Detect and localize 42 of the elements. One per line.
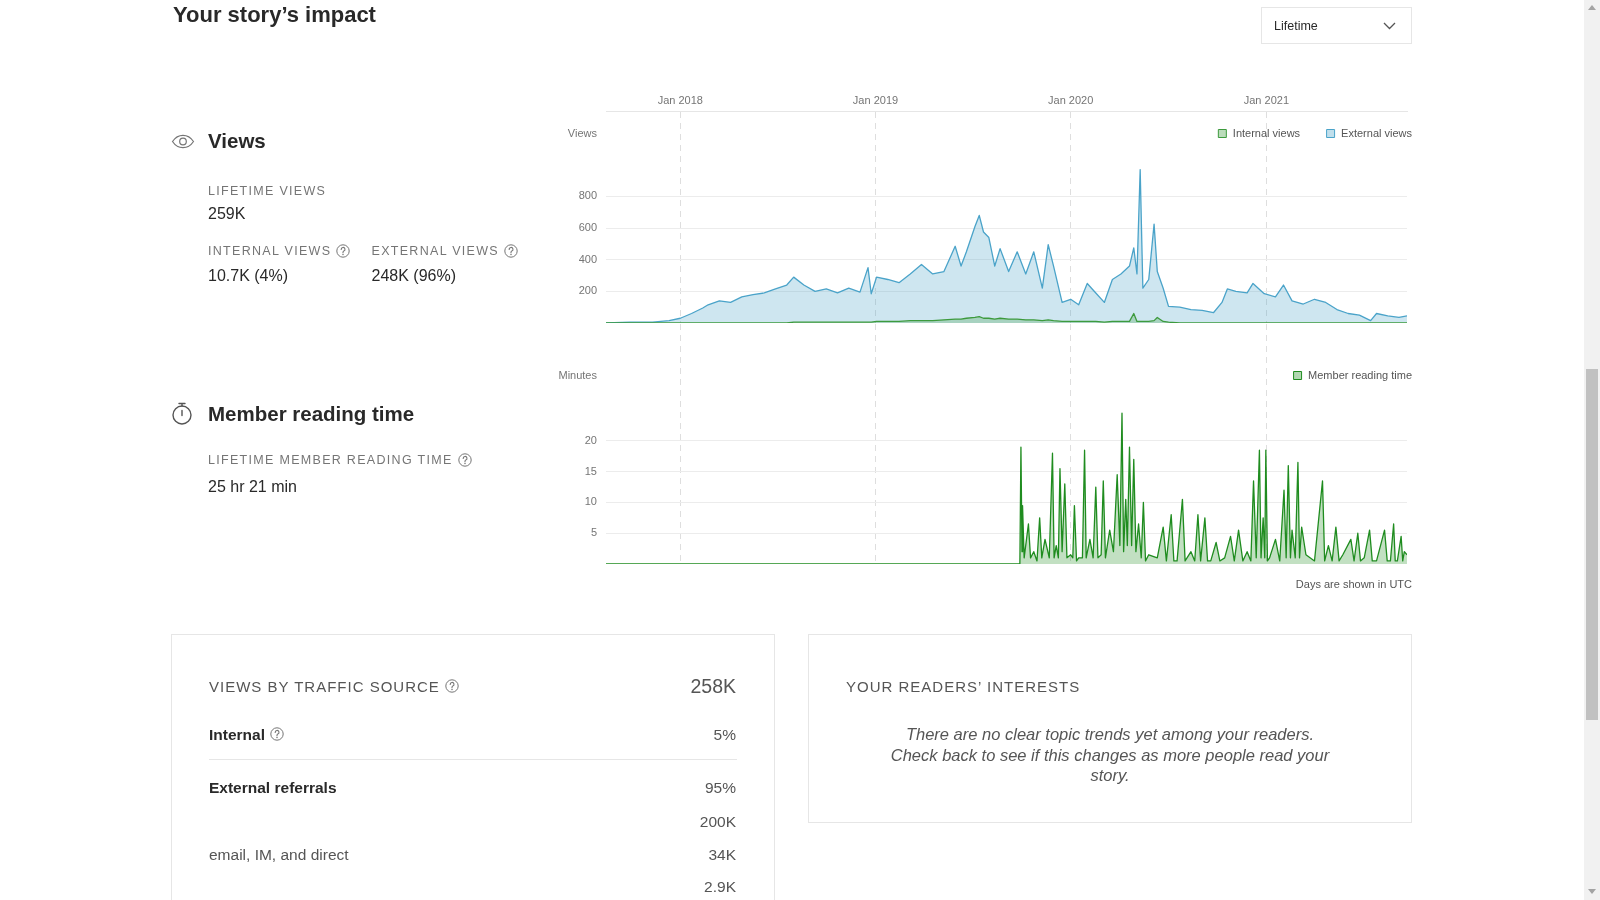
text: Member reading time: [208, 401, 415, 427]
text: 200K: [699, 811, 736, 831]
y-axis-title: Minutes: [558, 369, 598, 382]
text: 5%: [713, 724, 736, 744]
text: EXTERNAL VIEWS: [371, 243, 499, 259]
text: YOUR READERS’ INTERESTS: [846, 676, 1081, 696]
text: Days are shown in UTC: [1295, 577, 1412, 591]
y-axis-title: Views: [567, 127, 598, 140]
x-tick-label: Jan 2020: [1048, 94, 1094, 107]
text: Lifetime: [1274, 17, 1318, 34]
y-tick-label: 800: [578, 189, 597, 202]
y-tick-label: 15: [584, 464, 597, 477]
text: Your story’s impact: [173, 1, 376, 29]
text: LIFETIME VIEWS: [208, 183, 327, 199]
y-tick-label: 600: [578, 221, 597, 234]
text: 95%: [704, 777, 736, 797]
text: Internal: [209, 724, 265, 744]
text: INTERNAL VIEWS: [208, 243, 332, 259]
y-tick-label: 5: [590, 526, 597, 539]
text: 10.7K (4%): [208, 265, 289, 286]
legend-label: Internal views: [1232, 127, 1301, 140]
text: 25 hr 21 min: [208, 477, 297, 497]
legend-label: Member reading time: [1308, 369, 1413, 382]
text: email, IM, and direct: [209, 844, 349, 864]
x-tick-label: Jan 2019: [852, 94, 899, 107]
y-tick-label: 200: [578, 284, 597, 297]
y-tick-label: 400: [578, 252, 597, 265]
x-tick-label: Jan 2021: [1243, 94, 1289, 107]
text: LIFETIME MEMBER READING TIME: [208, 452, 453, 468]
y-tick-label: 20: [584, 433, 597, 446]
text: 259K: [208, 204, 246, 224]
text: 34K: [708, 844, 736, 864]
text: 2.9K: [704, 876, 736, 896]
text: External referrals: [209, 777, 337, 797]
text: VIEWS BY TRAFFIC SOURCE: [209, 676, 440, 696]
text: 248K (96%): [371, 265, 456, 286]
legend-label: External views: [1341, 127, 1413, 140]
text: There are no clear topic trends yet among your readers. Check back to see if this changes as more people read your story.: [889, 724, 1331, 786]
y-tick-label: 10: [584, 495, 597, 508]
text: Views: [208, 128, 266, 154]
text: 258K: [690, 674, 736, 698]
x-tick-label: Jan 2018: [657, 94, 703, 107]
